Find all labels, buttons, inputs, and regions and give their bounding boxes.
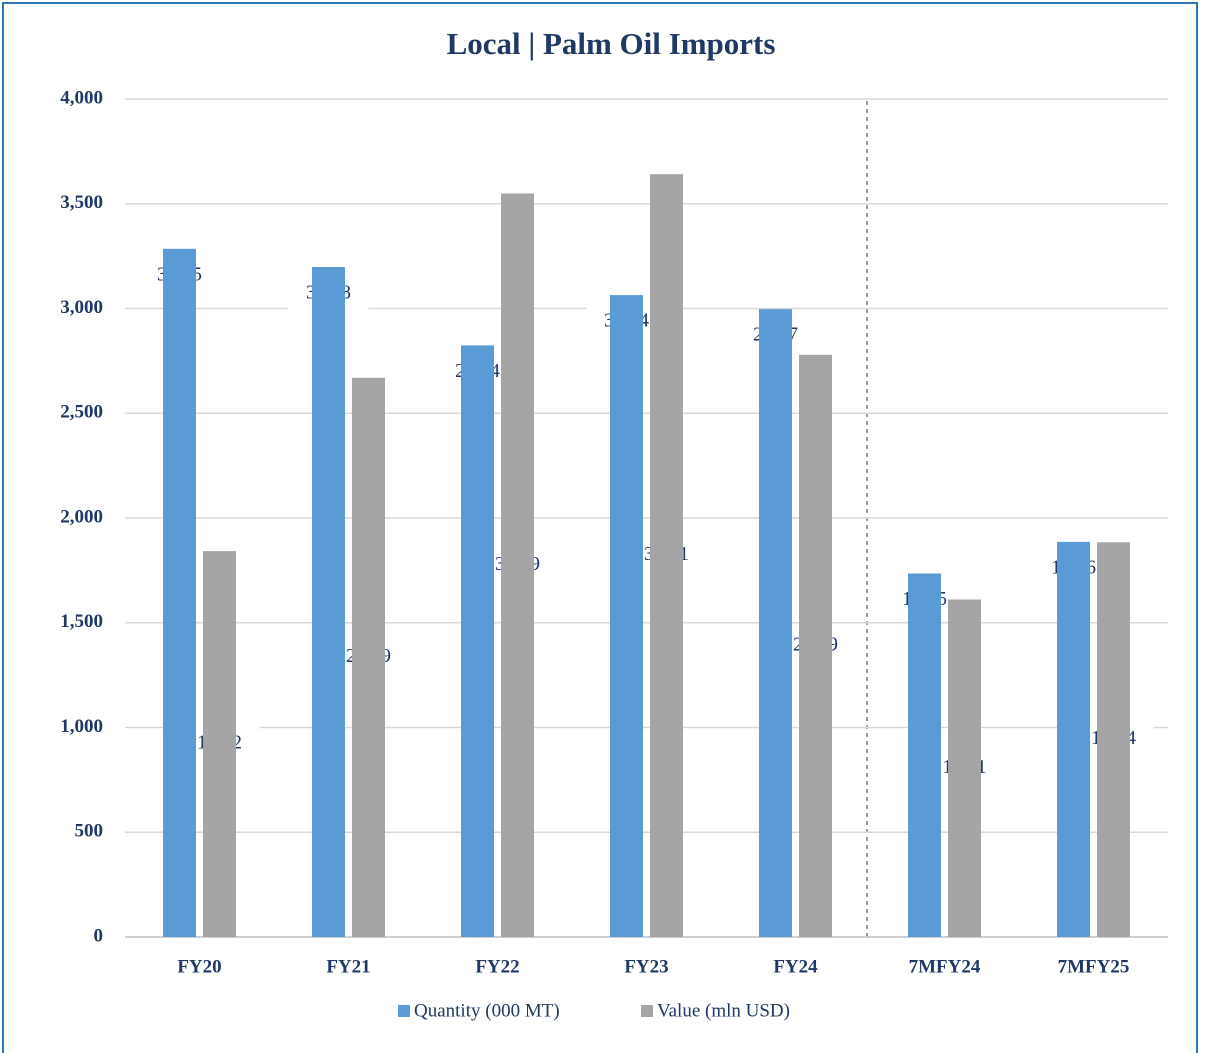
legend-label: Value (mln USD) — [657, 1000, 790, 1021]
bar — [799, 354, 832, 937]
bar — [352, 377, 385, 938]
legend-swatch — [641, 1005, 653, 1017]
legend-swatch — [398, 1005, 410, 1017]
y-tick-label: 4,000 — [60, 87, 103, 108]
bar — [759, 309, 792, 937]
bar — [501, 193, 534, 937]
bar — [908, 573, 941, 937]
x-tick-label: FY21 — [326, 956, 370, 977]
x-tick-label: 7MFY24 — [909, 956, 981, 977]
bar — [650, 174, 683, 937]
bar — [1057, 541, 1090, 937]
bar — [610, 295, 643, 937]
bar — [312, 267, 345, 937]
bar — [203, 551, 236, 937]
x-tick-label: FY20 — [177, 956, 221, 977]
y-tick-label: 3,500 — [60, 192, 103, 213]
chart-title: Local | Palm Oil Imports — [447, 26, 776, 61]
y-tick-label: 2,000 — [60, 506, 103, 527]
y-tick-label: 500 — [75, 821, 104, 842]
y-tick-label: 0 — [94, 925, 104, 946]
bar — [948, 599, 981, 937]
bar — [461, 345, 494, 937]
x-tick-label: 7MFY25 — [1058, 956, 1130, 977]
bar — [1097, 542, 1130, 937]
y-tick-label: 1,500 — [60, 611, 103, 632]
y-tick-label: 1,000 — [60, 716, 103, 737]
y-tick-label: 3,000 — [60, 297, 103, 318]
y-tick-label: 2,500 — [60, 402, 103, 423]
x-tick-label: FY24 — [773, 956, 818, 977]
x-tick-label: FY23 — [624, 956, 668, 977]
legend-label: Quantity (000 MT) — [414, 1000, 560, 1021]
x-tick-label: FY22 — [475, 956, 519, 977]
bar — [163, 248, 196, 938]
